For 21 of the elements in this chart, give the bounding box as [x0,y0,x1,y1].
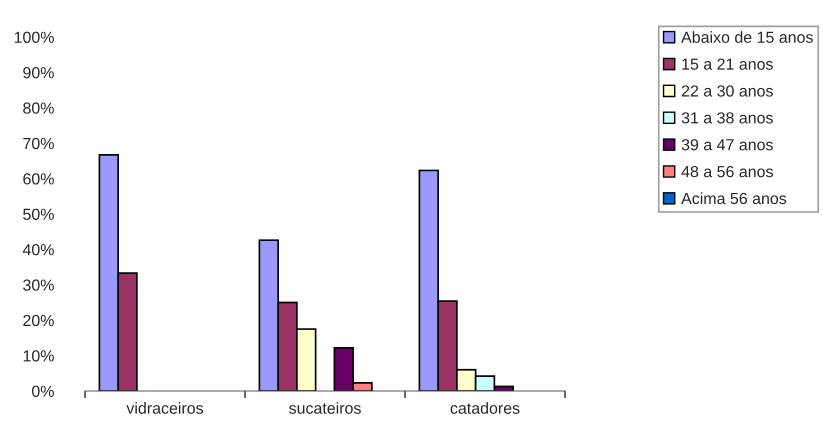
y-tick-label: 30% [23,279,54,291]
legend-label: Acima 56 anos [681,192,786,204]
y-tick-label: 50% [23,208,54,220]
legend-label: 22 a 30 anos [682,85,773,97]
y-tick-label: 100% [14,32,54,43]
legend-label: 31 a 38 anos [682,112,773,124]
y-tick-label: 40% [22,244,54,256]
legend-label: 15 a 21 anos [682,58,773,70]
y-tick-label: 10% [24,350,54,362]
y-tick-label: 20% [23,314,54,326]
y-tick-label: 0% [32,386,54,397]
x-tick-label: vidraceiros [126,402,204,414]
y-tick-label: 90% [23,67,54,78]
legend-label: 39 a 47 anos [682,139,773,150]
x-tick-label: sucateiros [289,402,361,414]
legend-label: Abaixo de 15 anos [681,31,813,43]
y-tick-label: 60% [23,173,54,185]
x-tick-label: catadores [450,402,520,414]
legend-label: 48 a 56 anos [681,166,773,178]
y-tick-label: 80% [23,102,54,114]
y-tick-label: 70% [23,138,54,150]
